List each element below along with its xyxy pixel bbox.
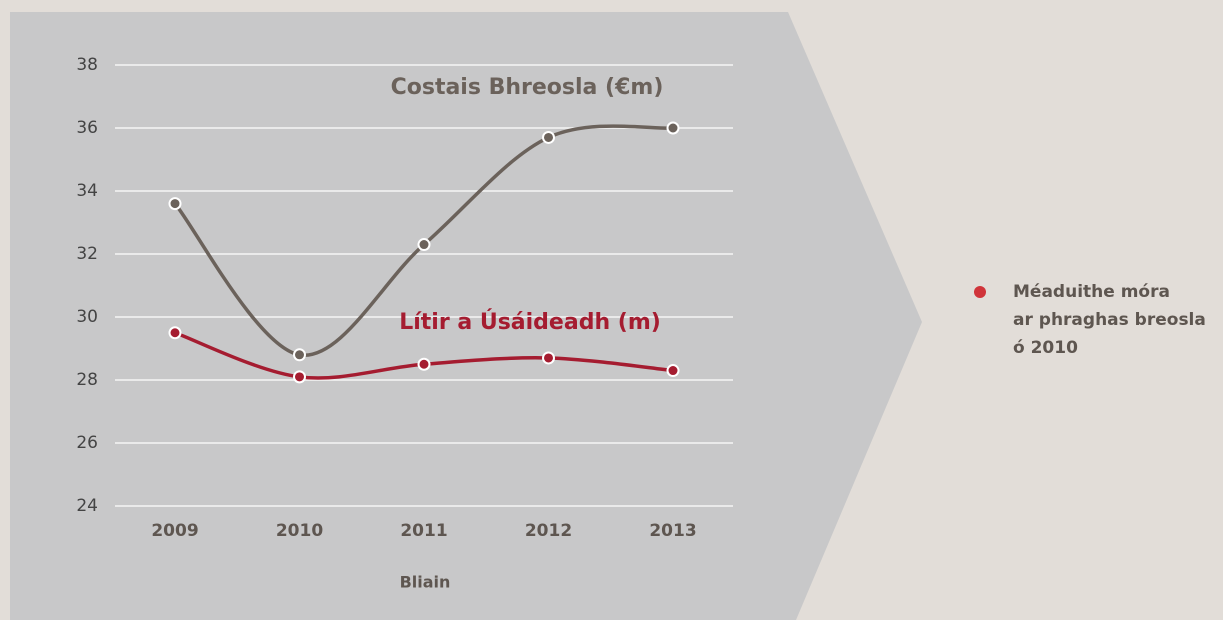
data-point	[293, 348, 306, 362]
series-label: Costais Bhreosla (€m)	[391, 75, 664, 100]
y-tick-label: 38	[76, 55, 98, 75]
data-point	[293, 370, 306, 384]
x-tick-label: 2009	[151, 521, 198, 541]
y-tick-label: 36	[76, 118, 98, 138]
annotation-text: ó 2010	[1013, 338, 1078, 358]
x-tick-label: 2012	[525, 521, 572, 541]
data-point	[168, 326, 182, 340]
data-point	[666, 364, 680, 378]
data-point	[417, 238, 431, 252]
x-tick-label: 2013	[649, 521, 696, 541]
series-line	[173, 124, 674, 357]
y-tick-label: 24	[76, 496, 98, 516]
data-point	[168, 197, 182, 211]
y-tick-label: 32	[76, 244, 98, 264]
annotation-text: ar phraghas breosla	[1013, 310, 1206, 330]
y-tick-label: 26	[76, 433, 98, 453]
x-tick-label: 2010	[276, 521, 323, 541]
data-point	[542, 130, 555, 144]
y-tick-label: 30	[76, 307, 98, 327]
annotation-text: Méaduithe móra	[1013, 282, 1170, 302]
data-point	[666, 121, 680, 135]
data-point	[542, 351, 555, 365]
series-label: Lítir a Úsáideadh (m)	[399, 309, 661, 335]
chart-panel	[10, 12, 922, 620]
data-point	[417, 357, 431, 371]
bullet	[974, 286, 986, 298]
y-tick-label: 28	[76, 370, 98, 390]
x-tick-label: 2011	[400, 521, 447, 541]
y-tick-label: 34	[76, 181, 98, 201]
x-axis-label: Bliain	[400, 573, 451, 592]
